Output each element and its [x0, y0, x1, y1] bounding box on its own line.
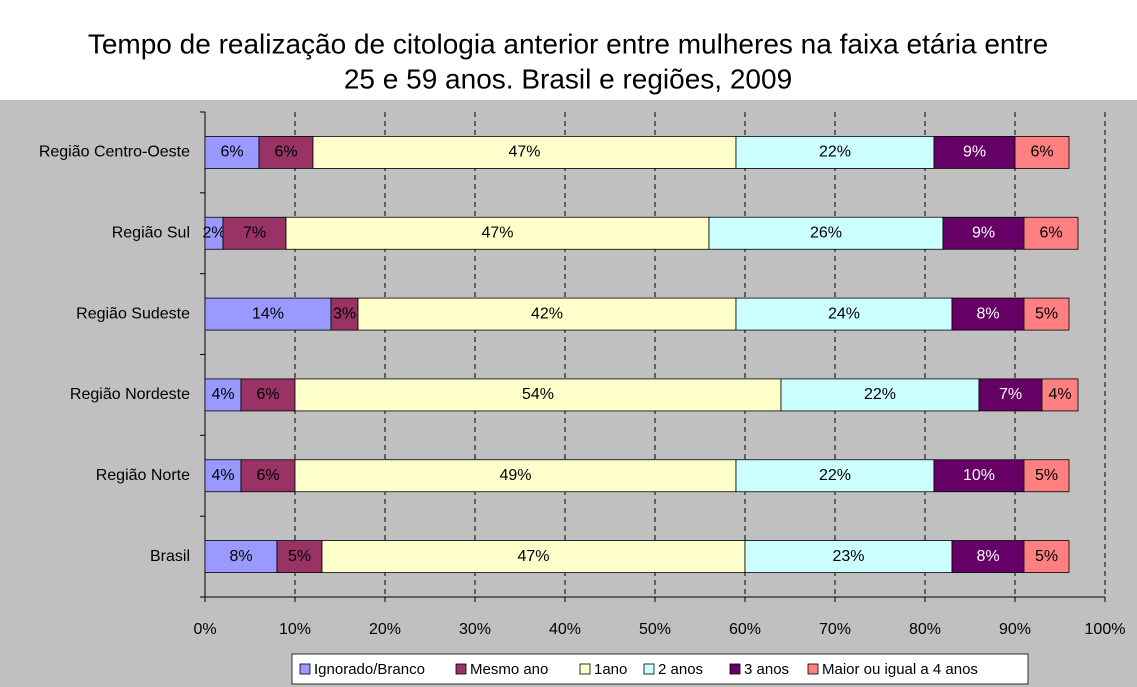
chart-subtitle: 25 e 59 anos. Brasil e regiões, 2009 [344, 63, 792, 94]
bar-segment [735, 459, 935, 493]
x-tick-label: 70% [819, 621, 851, 638]
legend-swatch [807, 663, 819, 675]
data-label: 23% [832, 548, 864, 565]
data-label: 4% [1048, 386, 1071, 403]
y-tick-label: Região Centro-Oeste [39, 144, 190, 161]
x-tick-label: 50% [639, 621, 671, 638]
data-label: 6% [1039, 224, 1062, 241]
data-label: 10% [963, 467, 995, 484]
data-label: 8% [976, 548, 999, 565]
bar-segment [1023, 216, 1079, 250]
data-label: 5% [1035, 305, 1058, 322]
y-tick-label: Região Sul [112, 224, 190, 241]
data-label: 22% [819, 467, 851, 484]
data-label: 22% [819, 144, 851, 161]
x-tick-label: 100% [1085, 621, 1126, 638]
legend-label: Ignorado/Branco [314, 661, 425, 678]
bar-segment [951, 540, 1025, 573]
data-label: 4% [211, 467, 234, 484]
data-label: 42% [531, 305, 563, 322]
legend-label: Maior ou igual a 4 anos [822, 661, 978, 678]
data-label: 22% [864, 386, 896, 403]
bar-segment [1041, 378, 1079, 412]
bar-segment [357, 297, 737, 331]
bar-segment [285, 216, 710, 250]
x-tick-label: 90% [999, 621, 1031, 638]
data-label: 8% [976, 305, 999, 322]
data-label: 6% [256, 386, 279, 403]
y-tick-label: Brasil [150, 548, 190, 565]
chart-title: Tempo de realização de citologia anterio… [88, 28, 1048, 59]
bar-segment [1023, 540, 1070, 573]
legend-label: 3 anos [744, 661, 789, 678]
bar-segment [1023, 297, 1070, 331]
bar-segment [735, 297, 953, 331]
legend-swatch [729, 663, 741, 675]
legend-label: Mesmo ano [470, 661, 548, 678]
legend-label: 1ano [594, 661, 627, 678]
data-label: 5% [1035, 467, 1058, 484]
x-tick-label: 60% [729, 621, 761, 638]
data-label: 6% [274, 144, 297, 161]
data-label: 47% [508, 144, 540, 161]
bar-segment [321, 540, 746, 573]
data-label: 3% [333, 305, 356, 322]
legend-swatch [455, 663, 467, 675]
data-label: 26% [810, 224, 842, 241]
bar-segment [276, 540, 323, 573]
data-label: 7% [999, 386, 1022, 403]
data-label: 5% [288, 548, 311, 565]
legend-swatch [643, 663, 655, 675]
y-tick-label: Região Norte [96, 467, 190, 484]
data-label: 49% [499, 467, 531, 484]
bar-segment [933, 136, 1016, 169]
x-tick-label: 0% [193, 621, 216, 638]
bar-segment [708, 216, 944, 250]
data-label: 6% [1030, 144, 1053, 161]
legend-label: 2 anos [658, 661, 703, 678]
bar-segment [294, 378, 782, 412]
y-tick-label: Região Nordeste [70, 386, 190, 403]
data-label: 8% [229, 548, 252, 565]
bar-segment [978, 378, 1043, 412]
data-label: 6% [220, 144, 243, 161]
x-tick-label: 30% [459, 621, 491, 638]
y-tick-label: Região Sudeste [76, 305, 190, 322]
bar-segment [744, 540, 953, 573]
bar-segment [240, 459, 296, 493]
x-tick-label: 80% [909, 621, 941, 638]
bar-segment [330, 297, 359, 331]
data-label: 5% [1035, 548, 1058, 565]
bar-segment [933, 459, 1025, 493]
data-label: 47% [481, 224, 513, 241]
data-label: 14% [252, 305, 284, 322]
bar-segment [204, 297, 332, 331]
bar-segment [780, 378, 980, 412]
bar-segment [222, 216, 287, 250]
bar-segment [258, 136, 314, 169]
data-label: 6% [256, 467, 279, 484]
x-tick-label: 40% [549, 621, 581, 638]
bar-segment [1014, 136, 1070, 169]
data-label: 2% [202, 224, 225, 241]
bar-segment [294, 459, 737, 493]
bar-segment [1023, 459, 1070, 493]
x-tick-label: 10% [279, 621, 311, 638]
data-label: 47% [517, 548, 549, 565]
data-label: 9% [972, 224, 995, 241]
x-tick-label: 20% [369, 621, 401, 638]
legend-swatch [299, 663, 311, 675]
data-label: 54% [522, 386, 554, 403]
data-label: 4% [211, 386, 234, 403]
data-label: 24% [828, 305, 860, 322]
data-label: 9% [963, 144, 986, 161]
bar-segment [942, 216, 1025, 250]
legend-box [291, 653, 1029, 685]
data-label: 7% [243, 224, 266, 241]
legend-swatch [579, 663, 591, 675]
